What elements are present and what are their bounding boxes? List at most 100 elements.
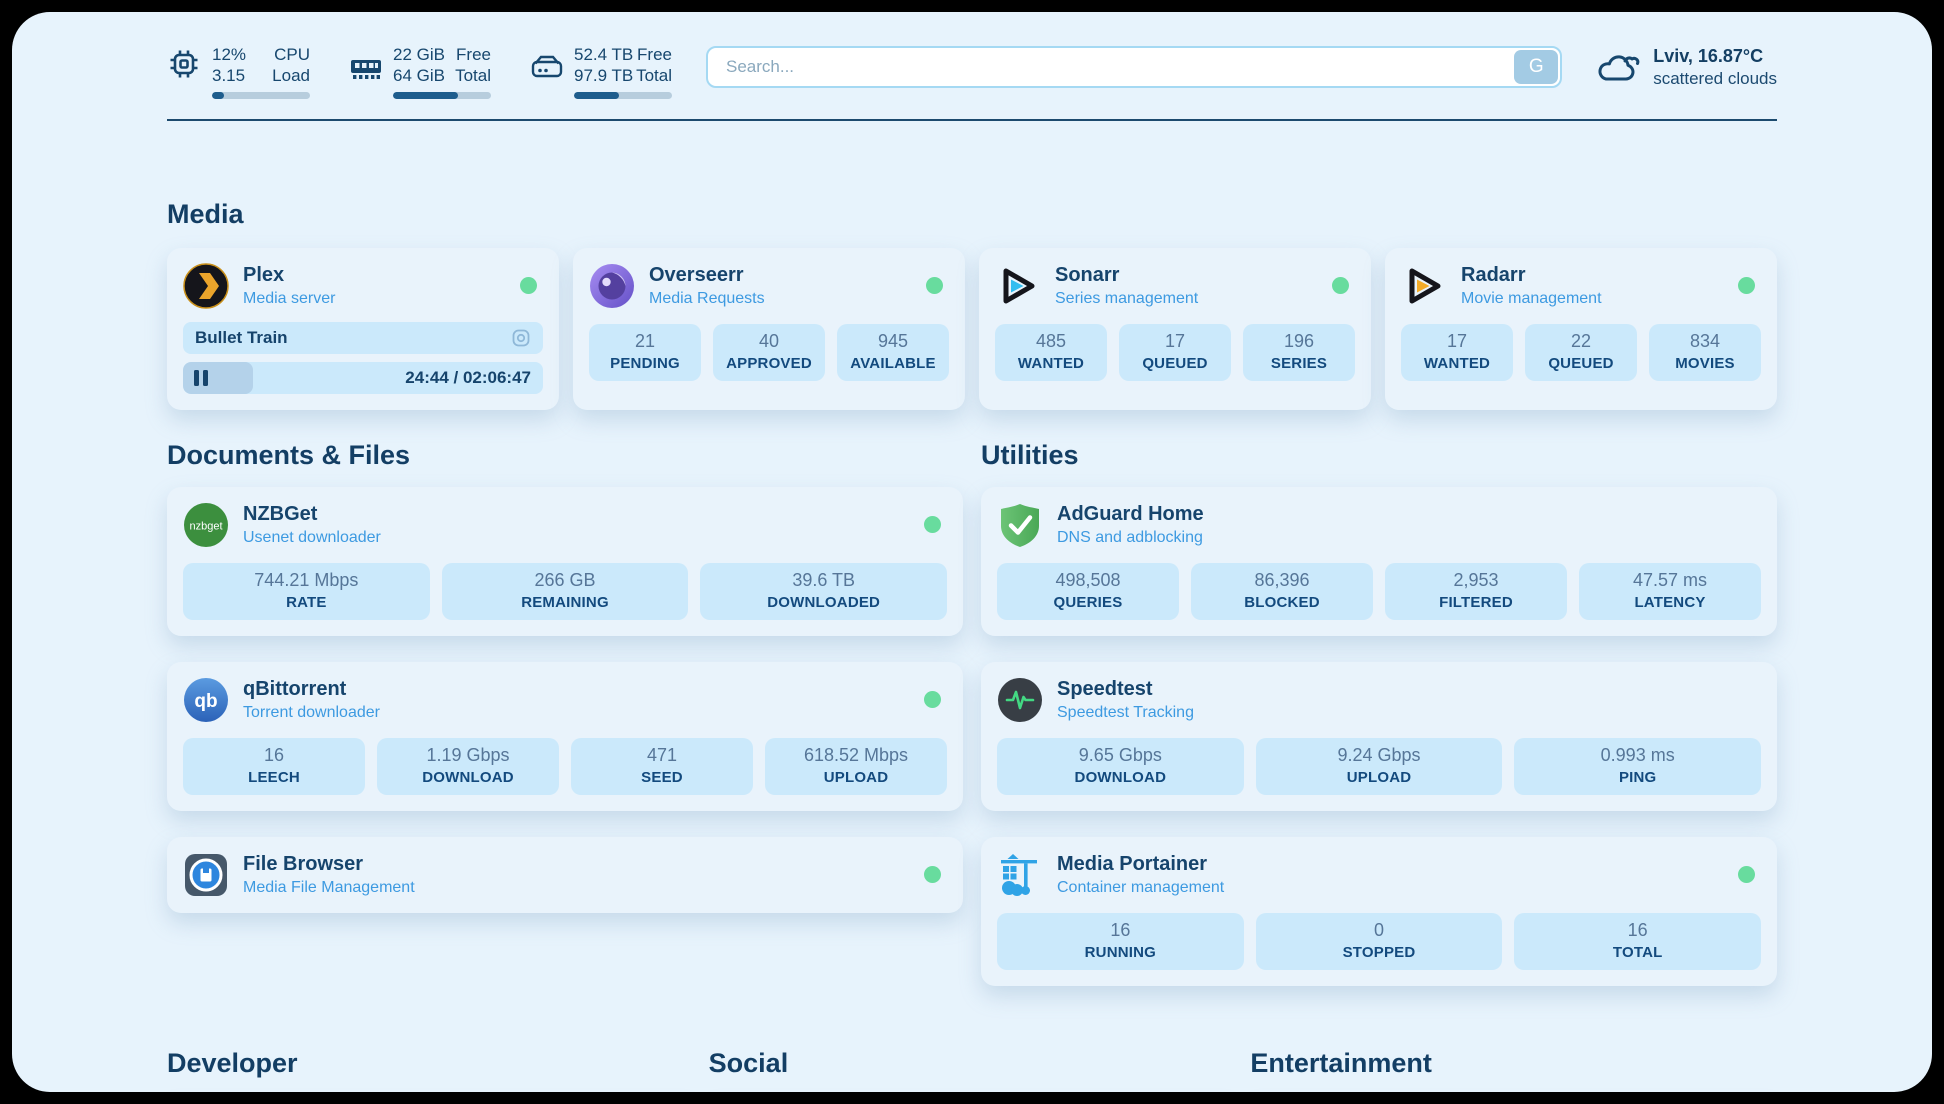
dashboard-panel: 12% 3.15 CPU Load — [12, 12, 1932, 1092]
service-subtitle: DNS and adblocking — [1057, 529, 1203, 546]
stat-box: 39.6 TB DOWNLOADED — [700, 563, 948, 620]
pause-icon — [194, 370, 208, 386]
svg-text:qb: qb — [194, 691, 217, 712]
service-title: qBittorrent — [243, 678, 347, 700]
disk-free: 52.4 TB — [574, 45, 634, 64]
service-subtitle: Media File Management — [243, 879, 415, 896]
card-qbittorrent[interactable]: qb qBittorrent Torrent downloader 16 LEEC… — [167, 662, 963, 811]
weather-location-temp: Lviv, 16.87°C — [1653, 46, 1764, 66]
card-portainer[interactable]: Media Portainer Container management 16 R… — [981, 837, 1777, 986]
service-subtitle: Movie management — [1461, 290, 1602, 307]
section-title-entertainment: Entertainment — [1250, 1048, 1432, 1078]
developer-section: Developer GH Github github.com SO StackO… — [167, 1048, 694, 1092]
status-dot — [926, 277, 943, 294]
service-subtitle: Media Requests — [649, 290, 765, 307]
disk-icon — [531, 55, 563, 78]
service-subtitle: Container management — [1057, 879, 1225, 896]
card-nzbget[interactable]: nzbget NZBGet Usenet downloader 744.21 M… — [167, 487, 963, 636]
portainer-logo-icon — [1001, 854, 1037, 896]
ram-total: 64 GiB — [393, 66, 445, 85]
stat-box: 471 SEED — [571, 738, 753, 795]
service-subtitle: Speedtest Tracking — [1057, 704, 1194, 721]
section-title-developer: Developer — [167, 1048, 298, 1078]
card-adguard[interactable]: AdGuard Home DNS and adblocking 498,508 Q… — [981, 487, 1777, 636]
cpu-percent: 12% — [212, 45, 247, 64]
session-icon — [512, 329, 530, 347]
disk-total: 97.9 TB — [574, 66, 634, 85]
ram-label-2: Total — [455, 66, 491, 85]
section-title-social: Social — [708, 1048, 789, 1078]
service-subtitle: Media server — [243, 290, 336, 307]
stat-box: 744.21 Mbps RATE — [183, 563, 430, 620]
ram-label: Free — [456, 45, 491, 64]
status-dot — [1738, 866, 1755, 883]
cpu-progress — [212, 92, 310, 99]
service-subtitle: Usenet downloader — [243, 529, 381, 546]
stat-box: 834 MOVIES — [1649, 324, 1761, 381]
service-title: Radarr — [1461, 264, 1526, 286]
service-title: Plex — [243, 264, 285, 286]
stat-box: 9.24 Gbps UPLOAD — [1255, 738, 1503, 795]
ram-icon — [351, 60, 381, 79]
stat-box: 16 RUNNING — [997, 913, 1244, 970]
section-title-media: Media — [167, 199, 244, 229]
disk-progress — [574, 92, 672, 99]
overseerr-logo-icon — [590, 264, 634, 308]
cpu-loadavg: 3.15 — [212, 66, 246, 85]
card-filebrowser[interactable]: File Browser Media File Management — [167, 837, 963, 913]
stat-box: 17 WANTED — [1401, 324, 1513, 381]
stat-box: 618.52 Mbps UPLOAD — [765, 738, 947, 795]
stat-box: 1.19 Gbps DOWNLOAD — [377, 738, 559, 795]
status-dot — [924, 691, 941, 708]
stat-box: 40 APPROVED — [713, 324, 825, 381]
ram-free: 22 GiB — [393, 45, 445, 64]
service-title: Speedtest — [1057, 678, 1153, 700]
card-plex[interactable]: Plex Media server Bullet Train 24:44 / 0… — [167, 248, 559, 410]
stat-box: 21 PENDING — [589, 324, 701, 381]
filebrowser-logo-icon — [185, 854, 227, 896]
stat-box: 945 AVAILABLE — [837, 324, 949, 381]
stat-box: 16 LEECH — [183, 738, 365, 795]
stat-box: 86,396 BLOCKED — [1191, 563, 1373, 620]
stat-box: 17 QUEUED — [1119, 324, 1231, 381]
playback-progress: 24:44 / 02:06:47 — [183, 362, 543, 394]
disk-stat: 52.4 TB 97.9 TB Free Total — [531, 44, 672, 99]
cpu-icon — [170, 50, 198, 78]
section-title-utilities: Utilities — [981, 440, 1079, 470]
search-input[interactable] — [706, 46, 1563, 88]
service-title: NZBGet — [243, 503, 318, 525]
service-title: Sonarr — [1055, 264, 1120, 286]
card-sonarr[interactable]: Sonarr Series management 485 WANTED 17 QUE… — [979, 248, 1371, 410]
cloud-icon — [1598, 54, 1640, 80]
stat-box: 9.65 Gbps DOWNLOAD — [997, 738, 1244, 795]
status-dot — [1332, 277, 1349, 294]
service-subtitle: Series management — [1055, 290, 1199, 307]
card-speedtest[interactable]: Speedtest Speedtest Tracking 9.65 Gbps DO… — [981, 662, 1777, 811]
stat-box: 47.57 ms LATENCY — [1579, 563, 1761, 620]
section-title-documents: Documents & Files — [167, 440, 411, 470]
ram-stat: 22 GiB 64 GiB Free Total — [350, 44, 491, 99]
stat-box: 498,508 QUERIES — [997, 563, 1179, 620]
social-section: Social LI LinkedIn linkedin.com TW Twitt… — [709, 1048, 1236, 1092]
disk-label-2: Total — [636, 66, 672, 85]
playback-time: 24:44 / 02:06:47 — [405, 368, 531, 387]
cpu-label-2: Load — [272, 66, 310, 85]
service-title: File Browser — [243, 853, 364, 875]
stat-box: 266 GB REMAINING — [441, 563, 689, 620]
stat-box: 22 QUEUED — [1525, 324, 1637, 381]
card-overseerr[interactable]: Overseerr Media Requests 21 PENDING 40 APP… — [573, 248, 965, 410]
now-playing-title: Bullet Train — [195, 328, 288, 347]
status-dot — [924, 866, 941, 883]
now-playing-row: Bullet Train — [183, 322, 543, 354]
radarr-logo-icon — [1409, 268, 1441, 304]
adguard-logo-icon — [1001, 504, 1039, 547]
card-radarr[interactable]: Radarr Movie management 17 WANTED 22 QUEUE… — [1385, 248, 1777, 410]
status-dot — [1738, 277, 1755, 294]
plex-logo-icon — [183, 263, 229, 309]
stat-box: 2,953 FILTERED — [1385, 563, 1567, 620]
qbittorrent-logo-icon: qb — [184, 678, 228, 722]
google-search-button[interactable]: G — [1514, 50, 1559, 84]
system-stats: 12% 3.15 CPU Load — [167, 44, 672, 99]
weather-widget: Lviv, 16.87°C scattered clouds — [1594, 46, 1777, 89]
status-dot — [520, 277, 537, 294]
